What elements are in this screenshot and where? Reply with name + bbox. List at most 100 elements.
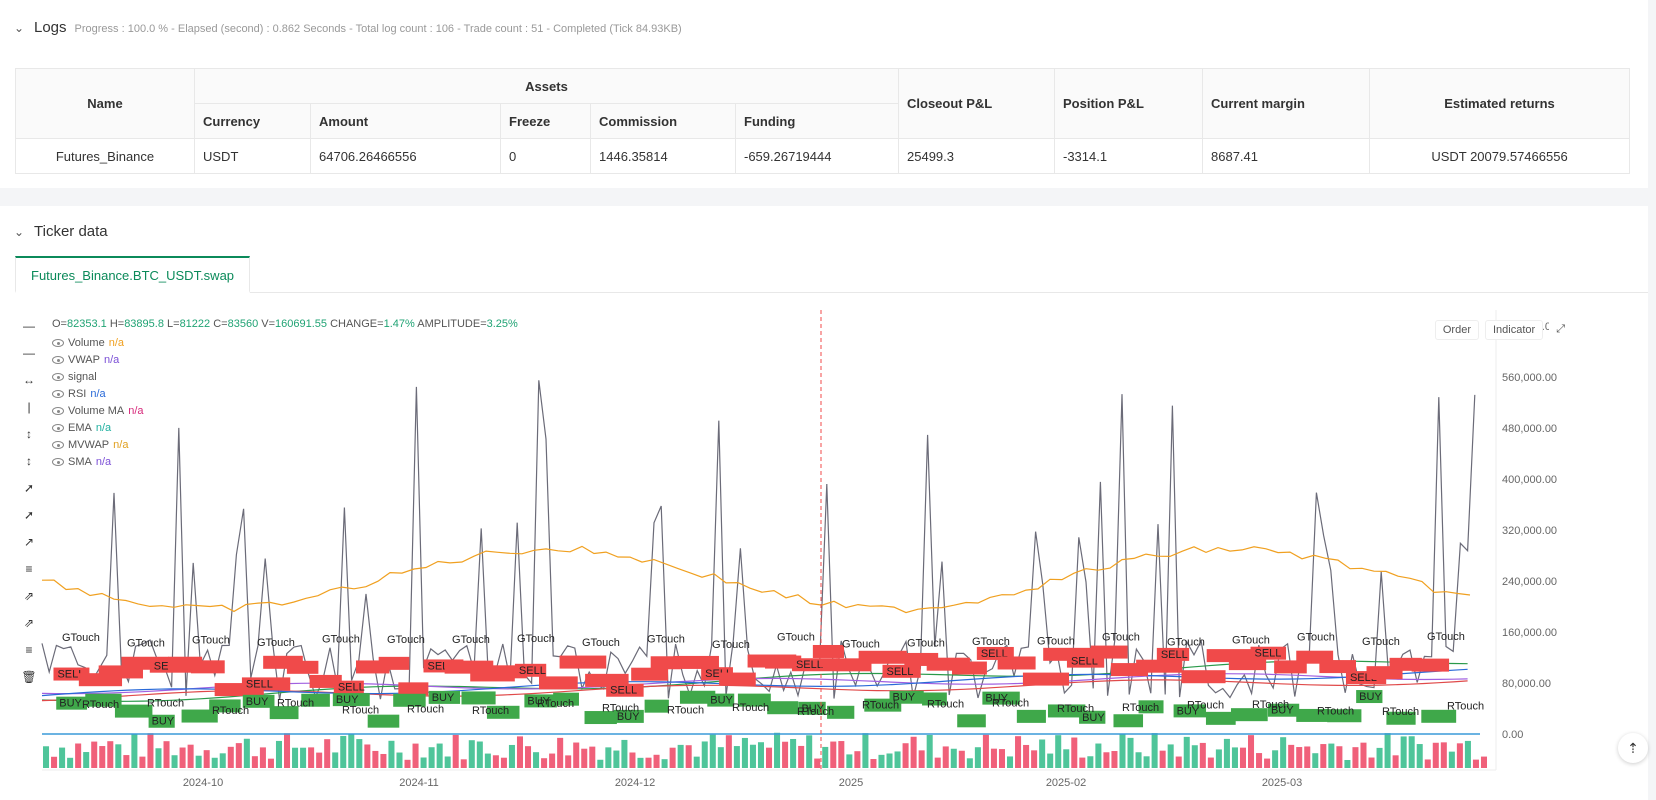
eye-icon[interactable] — [52, 355, 64, 364]
tab-btc-usdt-swap[interactable]: Futures_Binance.BTC_USDT.swap — [15, 256, 251, 293]
volume-bar — [693, 756, 700, 768]
trend-line-icon[interactable]: ➚ — [23, 480, 35, 495]
eye-icon[interactable] — [52, 440, 64, 449]
horizontal-line-icon[interactable]: — — [23, 345, 35, 360]
volume-bar — [942, 746, 949, 768]
buy-signal-marker — [1386, 711, 1416, 725]
buy-signal-label: BUY — [1359, 691, 1382, 703]
volume-bar — [1440, 742, 1447, 768]
volume-bar — [701, 741, 708, 768]
legend-value: n/a — [95, 421, 112, 434]
rtouch-label: RTouch — [407, 703, 444, 715]
volume-bar — [1087, 756, 1094, 768]
logs-header[interactable]: ⌄ Logs Progress : 100.0 % - Elapsed (sec… — [14, 19, 682, 36]
gtouch-label: GTouch — [1037, 635, 1075, 647]
eye-icon[interactable] — [52, 372, 64, 381]
rtouch-label: RTouch — [1382, 706, 1419, 718]
volume-bar — [219, 753, 226, 768]
legend-item[interactable]: signal — [52, 368, 144, 385]
legend-item[interactable]: RSI n/a — [52, 385, 144, 402]
volume-bar — [1368, 757, 1375, 768]
volume-bar — [155, 748, 162, 768]
eye-icon[interactable] — [52, 457, 64, 466]
volume-bar — [1360, 742, 1367, 768]
cell-currency: USDT — [194, 138, 311, 174]
volume-bar — [83, 752, 90, 768]
date-tick-label: 2024-11 — [399, 777, 439, 789]
buy-signal-marker — [798, 701, 826, 715]
legend-item[interactable]: Volume MA n/a — [52, 402, 144, 419]
ray-line-icon[interactable]: ➚ — [23, 507, 35, 522]
vertical-segment-icon[interactable]: ↕ — [26, 453, 32, 468]
legend-item[interactable]: EMA n/a — [52, 419, 144, 436]
sell-signal-marker — [1181, 670, 1226, 684]
volume-bar — [1167, 744, 1174, 768]
volume-bar — [669, 747, 676, 768]
buy-signal-marker — [332, 693, 370, 707]
chevron-down-icon[interactable]: ⌄ — [14, 225, 25, 239]
fib-levels-icon[interactable]: ≡ — [25, 642, 33, 657]
eye-icon[interactable] — [52, 423, 64, 432]
sell-signal-marker — [1319, 660, 1356, 674]
cell-name: Futures_Binance — [15, 138, 195, 174]
back-to-top-button[interactable]: ⇡ — [1618, 733, 1648, 763]
volume-bar — [782, 741, 789, 768]
volume-bar — [1456, 743, 1463, 768]
trash-icon[interactable]: 🗑 — [21, 669, 37, 684]
legend-item[interactable]: VWAP n/a — [52, 351, 144, 368]
segment-line-icon[interactable]: ↗ — [23, 534, 35, 549]
volume-bar — [934, 757, 941, 768]
volume-bar — [348, 734, 355, 768]
volume-bar — [774, 732, 781, 768]
gtouch-label: GTouch — [1297, 632, 1335, 644]
buy-signal-marker — [85, 693, 122, 707]
parallel-channel-icon[interactable]: ⇗ — [23, 588, 35, 603]
buy-signal-marker — [181, 709, 218, 723]
volume-bar — [187, 744, 194, 768]
volume-bar — [1408, 736, 1415, 768]
buy-signal-marker — [428, 690, 461, 704]
volume-bar — [1464, 740, 1471, 768]
rtouch-label: RTouch — [212, 705, 249, 717]
horizontal-segment-icon[interactable]: ↔ — [23, 372, 35, 387]
volume-bar — [1280, 737, 1287, 768]
legend-item[interactable]: MVWAP n/a — [52, 436, 144, 453]
col-closeout: Closeout P&L — [898, 68, 1055, 139]
indicator-button[interactable]: Indicator — [1484, 320, 1544, 340]
volume-bar — [990, 748, 997, 768]
eye-icon[interactable] — [52, 406, 64, 415]
sell-signal-marker — [539, 676, 578, 690]
price-tick-label: 240,000.00 — [1502, 576, 1557, 588]
fib-retracement-icon[interactable]: ⇗ — [23, 615, 35, 630]
fullscreen-icon[interactable]: ⤢ — [1549, 320, 1572, 340]
date-tick-label: 2025-02 — [1046, 777, 1086, 789]
volume-bar — [356, 739, 363, 768]
vertical-line-icon[interactable]: | — [27, 399, 31, 414]
buy-signal-label: BUY — [432, 692, 455, 704]
legend-item[interactable]: SMA n/a — [52, 453, 144, 470]
chevron-down-icon[interactable]: ⌄ — [14, 21, 25, 35]
volume-bar — [211, 757, 218, 768]
gtouch-label: GTouch — [1102, 631, 1140, 643]
volume-bar — [822, 746, 829, 768]
volume-bar — [1344, 759, 1351, 768]
sell-signal-marker — [952, 661, 987, 675]
buy-signal-marker — [1079, 710, 1106, 724]
price-tick-label: 80,000.00 — [1502, 678, 1551, 690]
legend-item[interactable]: Volume n/a — [52, 334, 144, 351]
volume-bar — [1175, 756, 1182, 768]
volume-bar — [1207, 757, 1214, 768]
eye-icon[interactable] — [52, 389, 64, 398]
volume-bar — [508, 744, 515, 768]
vertical-ray-icon[interactable]: ↕ — [26, 426, 32, 441]
price-line-icon[interactable]: ≡ — [25, 561, 33, 576]
ticker-header[interactable]: ⌄ Ticker data — [14, 223, 108, 240]
horizontal-ray-icon[interactable]: — — [23, 318, 35, 333]
price-tick-label: 0.00 — [1502, 729, 1523, 741]
buy-signal-marker — [1327, 709, 1362, 723]
volume-bar — [235, 743, 242, 768]
volume-bar — [613, 750, 620, 768]
order-button[interactable]: Order — [1434, 320, 1479, 340]
eye-icon[interactable] — [52, 338, 64, 347]
